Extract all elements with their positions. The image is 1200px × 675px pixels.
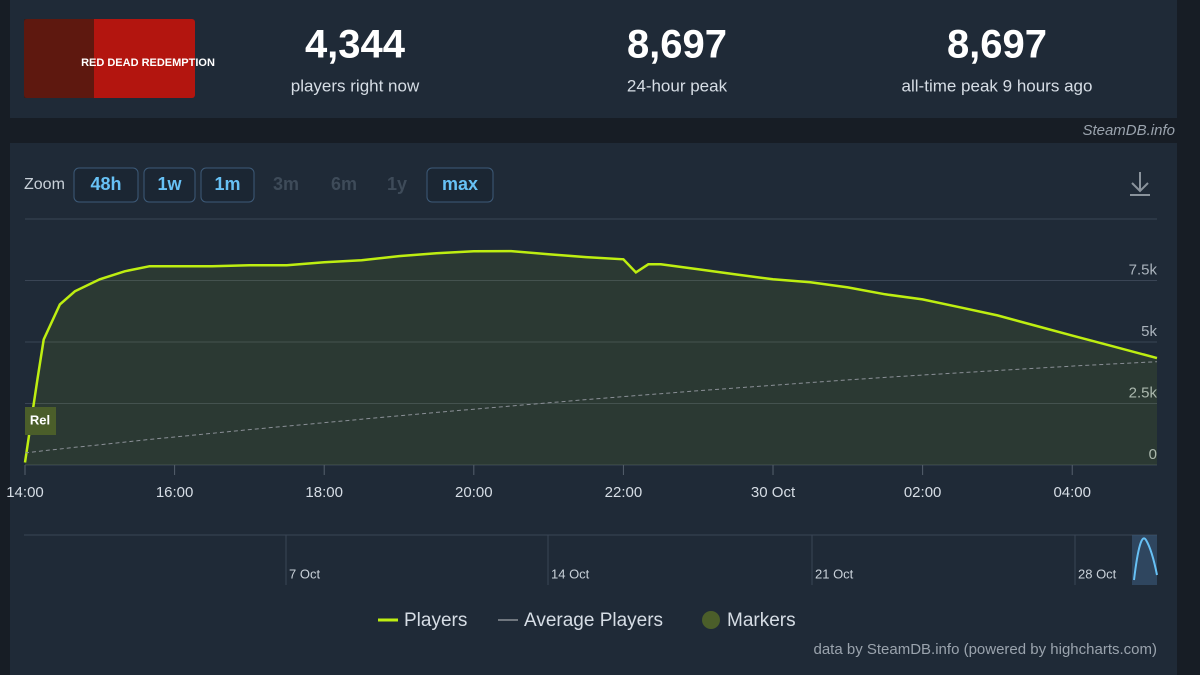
- y-tick-label: 7.5k: [1129, 261, 1158, 278]
- zoom-buttons: 48h 1w 1m 3m 6m 1y max: [73, 167, 494, 203]
- marker: [25, 407, 56, 435]
- stat-label: 24-hour peak: [627, 76, 728, 95]
- stat-value: 8,697: [947, 23, 1047, 67]
- stat-value: 4,344: [305, 23, 406, 67]
- navigator-label: 7 Oct: [289, 566, 320, 581]
- stat-label: all-time peak 9 hours ago: [902, 76, 1093, 95]
- chart-panel: [10, 143, 1177, 675]
- download-icon[interactable]: [1130, 172, 1150, 196]
- zoom-button[interactable]: [143, 167, 196, 203]
- x-tick-label: 22:00: [605, 484, 643, 501]
- zoom-button[interactable]: [426, 167, 494, 203]
- stat-value: 8,697: [627, 23, 727, 67]
- navigator-labels: 7 Oct 14 Oct 21 Oct 28 Oct: [285, 535, 1117, 585]
- zoom-button-label[interactable]: 48h: [90, 174, 121, 194]
- x-tick-label: 14:00: [6, 484, 44, 501]
- x-tick-label: 30 Oct: [751, 484, 796, 501]
- y-tick-label: 2.5k: [1129, 384, 1158, 401]
- legend-label[interactable]: Markers: [727, 610, 796, 631]
- x-tick-label: 16:00: [156, 484, 194, 501]
- brand: SteamDB.info: [1082, 122, 1175, 139]
- stat-label: players right now: [291, 76, 420, 95]
- header-panel: [10, 0, 1177, 118]
- x-tick-label: 18:00: [305, 484, 343, 501]
- y-tick-label: 5k: [1141, 323, 1157, 340]
- x-tick-label: 04:00: [1053, 484, 1091, 501]
- zoom-button-label: 1y: [387, 174, 407, 194]
- y-tick-label: 0: [1149, 446, 1157, 463]
- legend: Players Average Players Markers: [378, 610, 796, 631]
- zoom-button-label: 6m: [331, 174, 357, 194]
- x-tick-label: 02:00: [904, 484, 942, 501]
- zoom-button[interactable]: [73, 167, 139, 203]
- series-line: [24, 361, 1158, 454]
- zoom-button-label[interactable]: max: [442, 174, 478, 194]
- logo-figure: [24, 19, 94, 98]
- credit: data by SteamDB.info (powered by highcha…: [814, 641, 1158, 658]
- legend-label[interactable]: Average Players: [524, 610, 663, 631]
- plot: 0 2.5k 5k 7.5k 14:00 16:00 18:00 20:00 22:00 30 O…: [6, 249, 1158, 501]
- zoom-button-label[interactable]: 1w: [157, 174, 182, 194]
- area-fill: [25, 251, 1157, 465]
- series-line: [23, 249, 1158, 463]
- navigator-series: [1133, 537, 1158, 581]
- x-tick-label: 20:00: [455, 484, 493, 501]
- logo-text: RED DEAD REDEMPTION: [81, 57, 215, 69]
- zoom-button-label: 3m: [273, 174, 299, 194]
- navigator-label: 14 Oct: [551, 566, 590, 581]
- navigator-label: 28 Oct: [1078, 566, 1117, 581]
- navigator-label: 21 Oct: [815, 566, 854, 581]
- zoom-button[interactable]: [200, 167, 255, 203]
- zoom-button-label[interactable]: 1m: [214, 174, 240, 194]
- legend-label[interactable]: Players: [404, 610, 467, 631]
- marker-label: Rel: [30, 412, 50, 427]
- zoom-label: Zoom: [24, 176, 65, 193]
- legend-swatch: [702, 611, 720, 629]
